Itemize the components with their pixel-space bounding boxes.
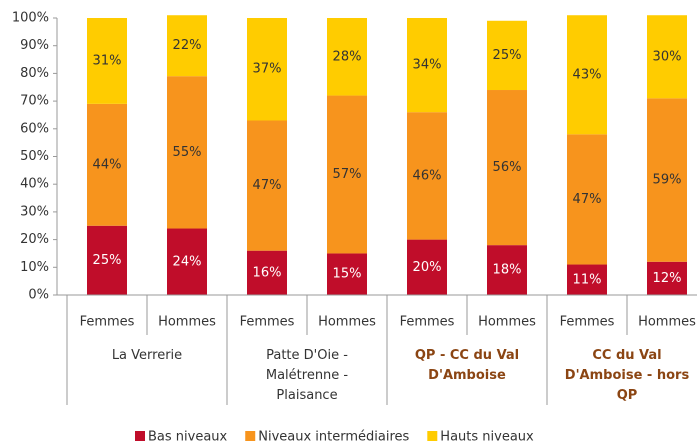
x-tick-label: Femmes [80, 315, 135, 330]
data-label: 28% [333, 49, 362, 64]
data-label: 56% [493, 160, 522, 175]
data-label: 25% [93, 253, 122, 268]
data-label: 55% [173, 145, 202, 160]
x-tick-label: Hommes [318, 315, 376, 330]
x-tick-label: Femmes [240, 315, 295, 330]
data-label: 47% [573, 192, 602, 207]
bar-segment [647, 261, 687, 295]
data-label: 43% [573, 67, 602, 82]
x-tick-label: Femmes [400, 315, 455, 330]
legend-label: Hauts niveaux [440, 430, 534, 443]
bar-segment [327, 18, 367, 96]
y-tick-label: 50% [20, 149, 49, 164]
y-tick-label: 30% [20, 204, 49, 219]
data-label: 57% [333, 167, 362, 182]
bar-segment [567, 264, 607, 295]
bar-segment [407, 239, 447, 295]
bar-segment [167, 76, 207, 229]
bar-segment [327, 95, 367, 254]
y-tick-label: 10% [20, 260, 49, 275]
y-tick-label: 0% [28, 288, 49, 303]
data-label: 22% [173, 38, 202, 53]
group-label: CC du Val D'Amboise - hors QP [565, 348, 690, 403]
data-label: 12% [653, 271, 682, 286]
y-tick-label: 80% [20, 66, 49, 81]
bar-segment [647, 15, 687, 99]
data-label: 20% [413, 260, 442, 275]
data-label: 15% [333, 267, 362, 282]
data-label: 34% [413, 58, 442, 73]
bar-segment [167, 228, 207, 295]
x-tick-label: Hommes [158, 315, 216, 330]
group-label: QP - CC du Val D'Amboise [415, 348, 519, 383]
bar-segment [247, 18, 287, 121]
bar-segment [647, 98, 687, 262]
y-tick-label: 60% [20, 121, 49, 136]
data-label: 30% [653, 49, 682, 64]
x-tick-label: Hommes [638, 315, 696, 330]
data-label: 25% [493, 48, 522, 63]
data-label: 31% [93, 53, 122, 68]
bar-segment [407, 18, 447, 113]
bar-segment [487, 245, 527, 295]
bar-segment [87, 18, 127, 104]
y-tick-label: 40% [20, 177, 49, 192]
legend-label: Bas niveaux [148, 430, 228, 443]
legend-swatch [427, 431, 438, 441]
y-tick-label: 20% [20, 232, 49, 247]
bar-segment [167, 15, 207, 77]
y-tick-label: 90% [20, 38, 49, 53]
legend-label: Niveaux intermédiaires [258, 430, 409, 443]
bar-segment [247, 120, 287, 251]
data-label: 59% [653, 173, 682, 188]
bar-segment [567, 15, 607, 135]
y-tick-label: 100% [12, 11, 49, 26]
data-label: 47% [253, 178, 282, 193]
data-label: 24% [173, 254, 202, 269]
legend-swatch [135, 431, 145, 441]
x-tick-label: Hommes [478, 315, 536, 330]
data-label: 44% [93, 157, 122, 172]
data-label: 37% [253, 62, 282, 77]
data-label: 16% [253, 265, 282, 280]
bar-segment [567, 134, 607, 265]
data-label: 11% [573, 272, 602, 287]
data-label: 18% [493, 263, 522, 278]
group-label: Patte D'Oie -Malétrenne -Plaisance [266, 348, 349, 403]
bar-segment [487, 90, 527, 246]
bar-segment [487, 20, 527, 91]
bar-segment [407, 112, 447, 240]
bar-segment [327, 253, 367, 295]
x-tick-label: Femmes [560, 315, 615, 330]
y-tick-label: 70% [20, 94, 49, 109]
group-label: La Verrerie [112, 348, 182, 363]
bar-segment [247, 250, 287, 295]
bar-segment [87, 225, 127, 295]
bar-segment [87, 103, 127, 226]
data-label: 46% [413, 168, 442, 183]
legend-swatch [245, 431, 256, 441]
